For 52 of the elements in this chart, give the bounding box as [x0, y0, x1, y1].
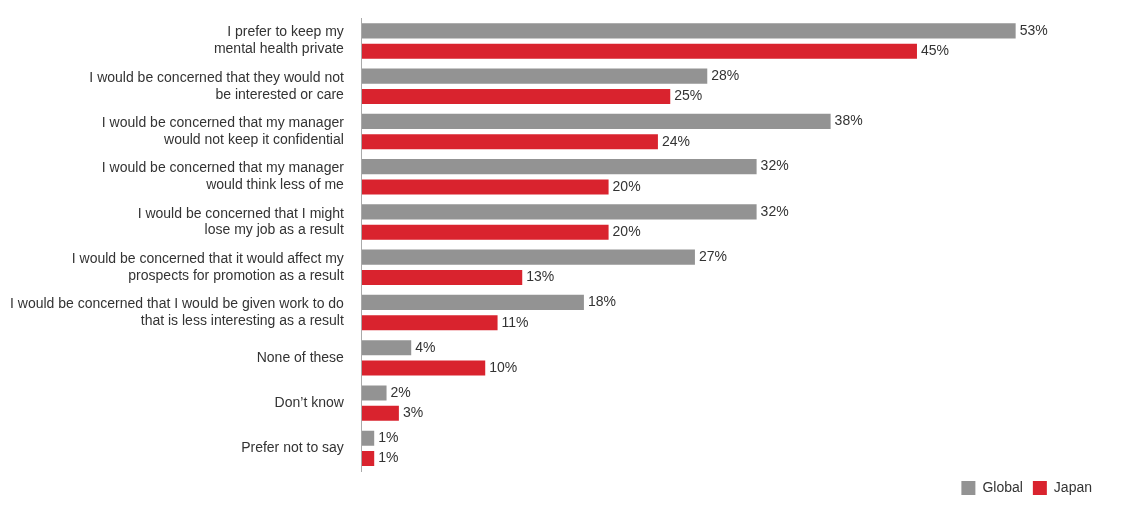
bar — [361, 360, 486, 376]
data-label: 24% — [661, 132, 690, 149]
bar — [361, 405, 399, 421]
y-tick-label: None of these — [256, 348, 345, 365]
data-label: 1% — [378, 449, 399, 466]
data-label: 2% — [390, 383, 411, 400]
data-label: 13% — [526, 268, 555, 285]
bar — [361, 249, 695, 265]
y-tick-label: I would be concerned that my manager would think less of me — [101, 159, 345, 193]
y-tick-label: I prefer to keep my mental health private — [213, 23, 345, 57]
bar — [361, 159, 757, 175]
bar — [361, 430, 375, 446]
data-label: 25% — [674, 87, 703, 104]
y-tick-label: I would be concerned that I would be given work to do that is less interesting as a result — [10, 295, 345, 328]
data-label: 4% — [415, 338, 436, 355]
data-label: 32% — [760, 157, 789, 174]
legend-label: Global — [982, 478, 1023, 495]
bar — [361, 179, 609, 195]
bar — [361, 23, 1016, 39]
bar — [361, 204, 757, 220]
data-label: 28% — [711, 66, 740, 83]
data-label: 10% — [489, 358, 518, 375]
data-label: 32% — [760, 202, 789, 219]
bar — [361, 340, 412, 356]
y-tick-label: I would be concerned that my manager would not keep it confidential — [101, 114, 345, 147]
bar — [361, 113, 831, 129]
y-tick-label: I would be concerned that it would affect my prospects for promotion as a result — [71, 249, 344, 283]
y-tick-label: I would be concerned that I might lose my job as a result — [137, 204, 344, 238]
data-label: 38% — [834, 112, 863, 129]
bar — [361, 134, 658, 150]
bar — [361, 385, 387, 401]
data-label: 20% — [612, 177, 641, 194]
data-label: 53% — [1019, 21, 1048, 38]
bar — [361, 68, 708, 84]
bar — [361, 451, 375, 467]
bar — [361, 315, 498, 331]
y-tick-label: Prefer not to say — [241, 439, 344, 456]
data-label: 11% — [501, 313, 529, 330]
data-label: 1% — [378, 429, 399, 446]
y-tick-label: I would be concerned that they would not be interested or care — [89, 68, 345, 102]
bar — [361, 294, 584, 310]
legend-label: Japan — [1053, 478, 1093, 495]
data-label: 3% — [402, 404, 424, 421]
bar — [361, 43, 917, 59]
data-label: 45% — [920, 42, 949, 59]
y-tick-label: Don’t know — [274, 393, 345, 410]
data-label: 18% — [587, 293, 616, 310]
bar — [361, 88, 671, 105]
data-label: 20% — [612, 223, 641, 240]
data-label: 27% — [698, 248, 727, 265]
bar — [361, 224, 609, 240]
bar — [361, 269, 523, 286]
